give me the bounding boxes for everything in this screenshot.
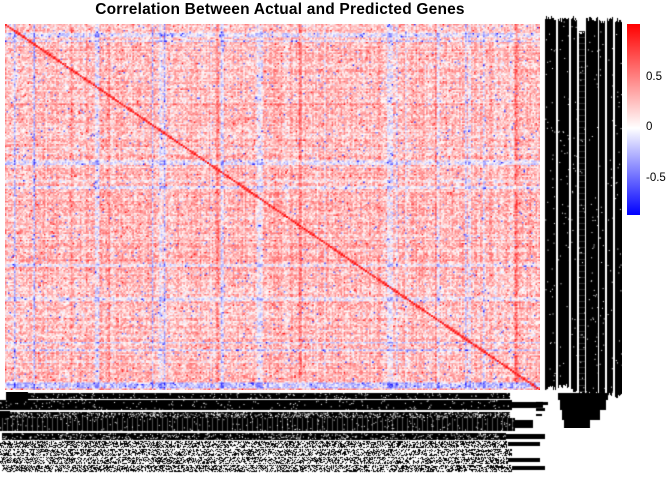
color-legend-gradient-bar [627, 24, 640, 215]
column-labels-overlapped-text [0, 392, 550, 476]
legend-tick-negative: -0.5 [646, 172, 666, 184]
legend-tick-zero: 0 [646, 121, 653, 133]
row-labels-overlapped-text [534, 14, 622, 428]
heatmap-matrix [5, 24, 540, 390]
chart-title: Correlation Between Actual and Predicted… [95, 1, 465, 18]
legend-tick-positive: 0.5 [646, 71, 662, 83]
